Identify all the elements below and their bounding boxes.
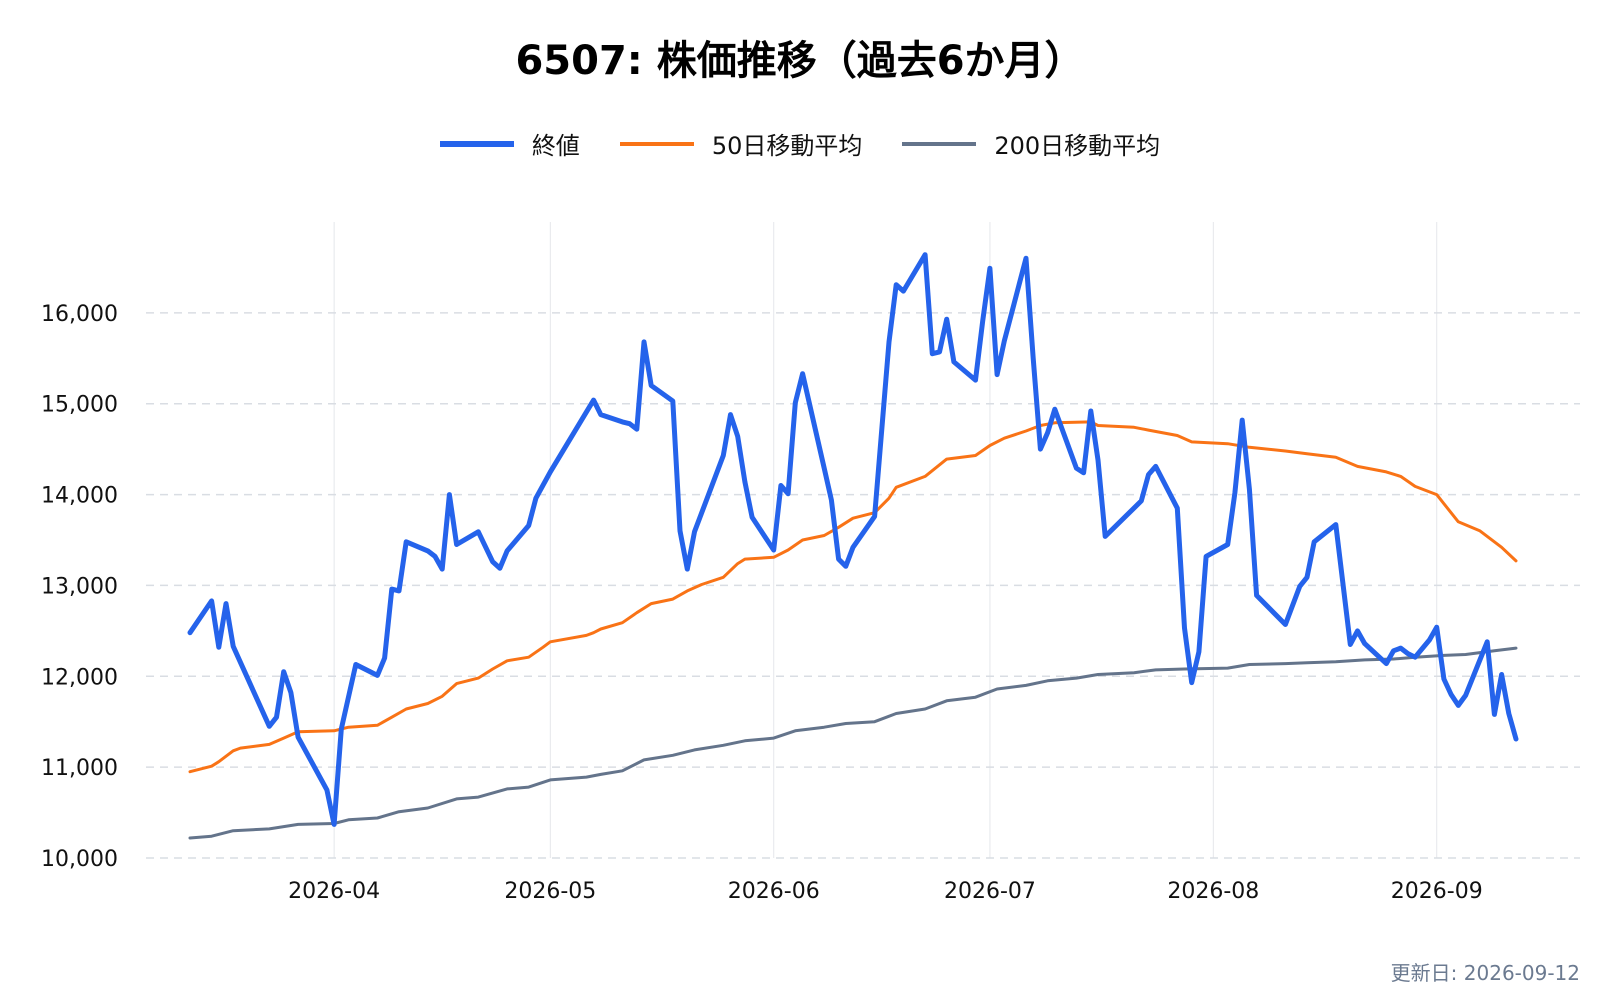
y-tick-label: 10,000 [41, 847, 118, 872]
x-tick-label: 2026-05 [504, 879, 596, 904]
y-tick-label: 16,000 [41, 302, 118, 327]
chart-title: 6507: 株価推移（過去6か月） [515, 38, 1085, 84]
legend-item-ma50: 50日移動平均 [619, 126, 863, 161]
y-tick-label: 12,000 [41, 665, 118, 690]
legend-label-ma200: 200日移動平均 [994, 132, 1161, 160]
chart-legend: 終値 50日移動平均 200日移動平均 [0, 126, 1600, 161]
legend-swatch-ma50 [619, 141, 694, 146]
series-line-close [187, 252, 1519, 827]
axes: 2026-04 2026-05 2026-06 2026-07 2026-08 2026-… [41, 302, 1483, 904]
legend-swatch-close [439, 140, 514, 147]
legend-item-ma200: 200日移動平均 [902, 126, 1160, 161]
x-tick-label: 2026-08 [1167, 879, 1259, 904]
y-tick-label: 13,000 [41, 574, 118, 599]
x-tick-label: 2026-09 [1391, 879, 1483, 904]
y-tick-label: 14,000 [41, 484, 118, 509]
legend-item-close: 終値 [439, 126, 580, 161]
x-tick-label: 2026-07 [944, 879, 1036, 904]
grid [146, 222, 1580, 859]
x-tick-label: 2026-04 [288, 879, 380, 904]
series-line-ma50 [188, 420, 1518, 774]
legend-label-close: 終値 [531, 132, 580, 160]
series-line-ma200 [188, 646, 1518, 840]
x-tick-label: 2026-06 [728, 879, 820, 904]
updated-date-note: 更新日: 2026-09-12 [1390, 961, 1580, 985]
legend-label-ma50: 50日移動平均 [711, 132, 863, 160]
series-lines [187, 252, 1519, 840]
y-tick-label: 11,000 [41, 756, 118, 781]
legend-swatch-ma200 [902, 141, 977, 146]
y-tick-label: 15,000 [41, 393, 118, 418]
